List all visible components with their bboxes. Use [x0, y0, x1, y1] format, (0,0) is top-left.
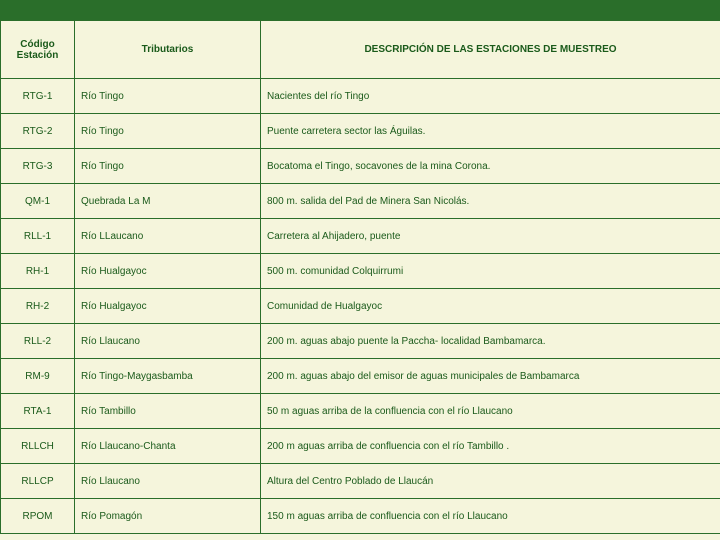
cell-codigo: RH-2	[1, 289, 75, 324]
table-row: RH-2Río HualgayocComunidad de Hualgayoc	[1, 289, 720, 324]
cell-tributarios: Río Llaucano	[75, 324, 261, 359]
cell-tributarios: Quebrada La M	[75, 184, 261, 219]
table-row: RLLCPRío LlaucanoAltura del Centro Pobla…	[1, 464, 720, 499]
cell-descripcion: 50 m aguas arriba de la confluencia con …	[261, 394, 720, 429]
table-row: RTA-1Río Tambillo50 m aguas arriba de la…	[1, 394, 720, 429]
cell-descripcion: Bocatoma el Tingo, socavones de la mina …	[261, 149, 720, 184]
cell-codigo: RLLCP	[1, 464, 75, 499]
cell-descripcion: Comunidad de Hualgayoc	[261, 289, 720, 324]
table-row: RH-1Río Hualgayoc500 m. comunidad Colqui…	[1, 254, 720, 289]
cell-codigo: RLLCH	[1, 429, 75, 464]
cell-descripcion: Nacientes del río Tingo	[261, 79, 720, 114]
col-header-descripcion: DESCRIPCIÓN DE LAS ESTACIONES DE MUESTRE…	[261, 21, 720, 79]
table-row: RM-9Río Tingo-Maygasbamba200 m. aguas ab…	[1, 359, 720, 394]
cell-codigo: RH-1	[1, 254, 75, 289]
cell-descripcion: 200 m aguas arriba de confluencia con el…	[261, 429, 720, 464]
cell-tributarios: Río LLaucano	[75, 219, 261, 254]
cell-descripcion: Carretera al Ahijadero, puente	[261, 219, 720, 254]
cell-tributarios: Río Tambillo	[75, 394, 261, 429]
cell-tributarios: Río Hualgayoc	[75, 254, 261, 289]
cell-descripcion: 800 m. salida del Pad de Minera San Nico…	[261, 184, 720, 219]
table-row: RLLCHRío Llaucano-Chanta200 m aguas arri…	[1, 429, 720, 464]
cell-codigo: RTG-3	[1, 149, 75, 184]
table-row: RPOMRío Pomagón150 m aguas arriba de con…	[1, 499, 720, 534]
table-row: QM-1Quebrada La M800 m. salida del Pad d…	[1, 184, 720, 219]
cell-tributarios: Río Hualgayoc	[75, 289, 261, 324]
stations-table: Código Estación Tributarios DESCRIPCIÓN …	[0, 20, 720, 534]
cell-tributarios: Río Llaucano	[75, 464, 261, 499]
cell-descripcion: 200 m. aguas abajo puente la Paccha- loc…	[261, 324, 720, 359]
cell-tributarios: Río Tingo	[75, 114, 261, 149]
cell-codigo: RTG-2	[1, 114, 75, 149]
cell-tributarios: Río Tingo	[75, 149, 261, 184]
cell-descripcion: 150 m aguas arriba de confluencia con el…	[261, 499, 720, 534]
table-row: RLL-2Río Llaucano200 m. aguas abajo puen…	[1, 324, 720, 359]
cell-codigo: QM-1	[1, 184, 75, 219]
cell-codigo: RPOM	[1, 499, 75, 534]
cell-codigo: RTG-1	[1, 79, 75, 114]
table-row: RLL-1Río LLaucanoCarretera al Ahijadero,…	[1, 219, 720, 254]
cell-tributarios: Río Tingo-Maygasbamba	[75, 359, 261, 394]
top-header-bar	[0, 0, 720, 20]
col-header-tributarios: Tributarios	[75, 21, 261, 79]
cell-descripcion: 500 m. comunidad Colquirrumi	[261, 254, 720, 289]
cell-codigo: RM-9	[1, 359, 75, 394]
table-row: RTG-1Río TingoNacientes del río Tingo	[1, 79, 720, 114]
cell-codigo: RLL-1	[1, 219, 75, 254]
cell-codigo: RLL-2	[1, 324, 75, 359]
cell-descripcion: Puente carretera sector las Águilas.	[261, 114, 720, 149]
cell-tributarios: Río Tingo	[75, 79, 261, 114]
cell-descripcion: 200 m. aguas abajo del emisor de aguas m…	[261, 359, 720, 394]
table-row: RTG-2Río TingoPuente carretera sector la…	[1, 114, 720, 149]
cell-descripcion: Altura del Centro Poblado de Llaucán	[261, 464, 720, 499]
cell-tributarios: Río Llaucano-Chanta	[75, 429, 261, 464]
col-header-codigo: Código Estación	[1, 21, 75, 79]
cell-codigo: RTA-1	[1, 394, 75, 429]
cell-tributarios: Río Pomagón	[75, 499, 261, 534]
table-header-row: Código Estación Tributarios DESCRIPCIÓN …	[1, 21, 720, 79]
table-row: RTG-3Río TingoBocatoma el Tingo, socavon…	[1, 149, 720, 184]
